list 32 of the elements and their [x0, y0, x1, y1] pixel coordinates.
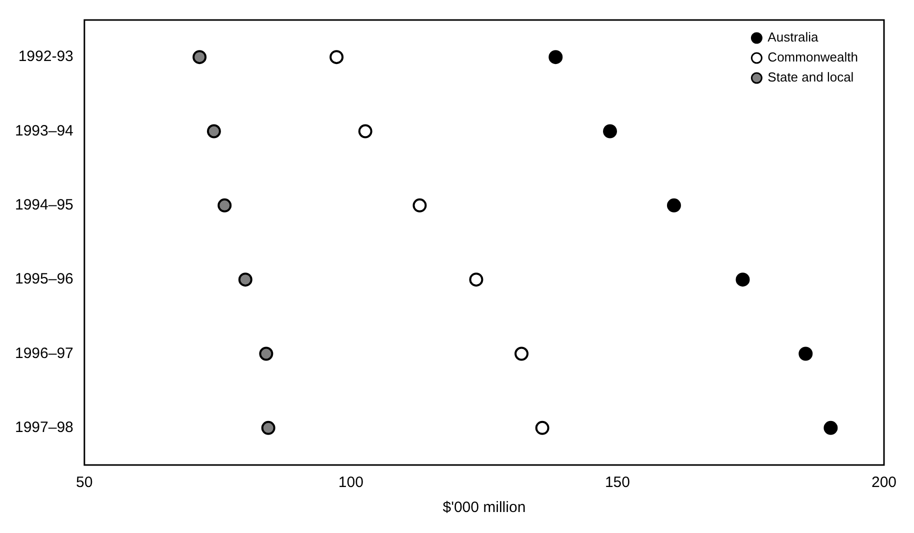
y-tick-label: 1994–95: [14, 196, 74, 214]
point: [192, 50, 207, 64]
point: [736, 272, 750, 287]
point: [514, 346, 529, 361]
x-tick-label: 200: [871, 474, 897, 492]
point: [218, 198, 232, 212]
point: [206, 124, 221, 138]
point: [603, 124, 618, 138]
y-tick-label: 1997–98: [14, 419, 74, 436]
point: [261, 420, 276, 435]
point: [666, 198, 681, 212]
x-tick-label: 150: [604, 474, 630, 492]
y-tick-label: 1996–97: [14, 344, 74, 362]
x-tick-label: 100: [338, 474, 364, 492]
y-tick-label: 1993–94: [14, 122, 74, 140]
y-tick-label: 1995–96: [14, 270, 74, 288]
legend-label: Commonwealth: [768, 50, 858, 65]
point: [798, 346, 813, 361]
point: [259, 346, 274, 361]
point: [330, 50, 344, 64]
point: [824, 420, 838, 435]
x-axis-title: $'000 million: [442, 499, 526, 516]
point: [535, 420, 550, 435]
legend-label: Australia: [768, 30, 820, 45]
x-tick-label: 50: [76, 474, 93, 492]
point: [412, 198, 427, 212]
point: [469, 272, 484, 287]
legend-label: State and local: [768, 70, 854, 85]
y-tick-label: 1992-93: [18, 48, 74, 66]
point: [548, 50, 563, 64]
point: [238, 272, 252, 287]
point: [358, 124, 372, 138]
